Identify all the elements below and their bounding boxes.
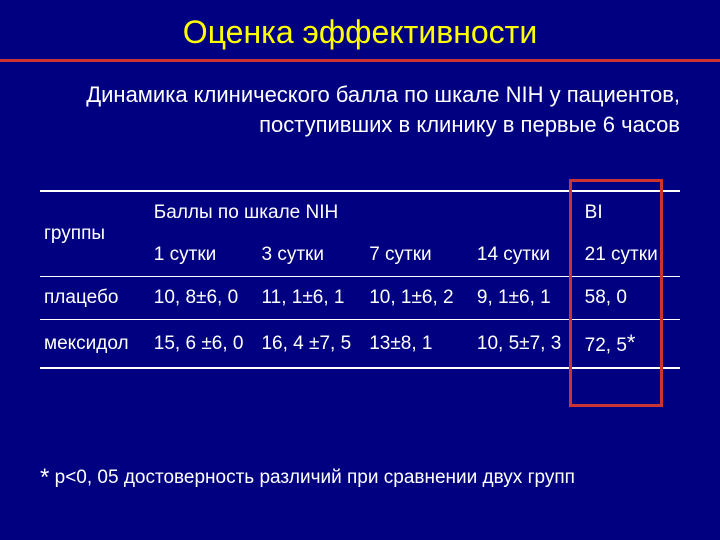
col-bi: BI [581, 191, 680, 234]
col-day7: 7 сутки [365, 234, 473, 277]
cell-bi: 58, 0 [581, 277, 680, 320]
cell-d1: 10, 8±6, 0 [150, 277, 258, 320]
cell-group: мексидол [40, 320, 150, 369]
slide-subtitle: Динамика клинического балла по шкале NIH… [0, 62, 720, 139]
slide-title: Оценка эффективности [0, 0, 720, 51]
cell-d2: 16, 4 ±7, 5 [257, 320, 365, 369]
footnote-asterisk: * [40, 464, 49, 491]
slide: Оценка эффективности Динамика клиническо… [0, 0, 720, 540]
col-groups: группы [40, 191, 150, 277]
cell-d2: 11, 1±6, 1 [257, 277, 365, 320]
col-day1: 1 сутки [150, 234, 258, 277]
col-day21: 21 сутки [581, 234, 680, 277]
col-day3: 3 сутки [257, 234, 365, 277]
asterisk-icon: * [627, 330, 636, 355]
cell-d3: 13±8, 1 [365, 320, 473, 369]
col-day14: 14 сутки [473, 234, 581, 277]
cell-d1: 15, 6 ±6, 0 [150, 320, 258, 369]
row-placebo: плацебо 10, 8±6, 0 11, 1±6, 1 10, 1±6, 2… [40, 277, 680, 320]
cell-bi: 72, 5* [581, 320, 680, 369]
data-table-wrap: группы Баллы по шкале NIH BI 1 сутки 3 с… [40, 190, 680, 369]
header-row-1: группы Баллы по шкале NIH BI [40, 191, 680, 234]
data-table: группы Баллы по шкале NIH BI 1 сутки 3 с… [40, 190, 680, 369]
footnote: * p<0, 05 достоверность различий при сра… [40, 464, 575, 492]
col-nih-span: Баллы по шкале NIH [150, 191, 581, 234]
row-mexidol: мексидол 15, 6 ±6, 0 16, 4 ±7, 5 13±8, 1… [40, 320, 680, 369]
cell-d4: 9, 1±6, 1 [473, 277, 581, 320]
cell-d4: 10, 5±7, 3 [473, 320, 581, 369]
footnote-text: p<0, 05 достоверность различий при сравн… [49, 467, 575, 488]
cell-d3: 10, 1±6, 2 [365, 277, 473, 320]
cell-bi-value: 72, 5 [585, 335, 627, 356]
cell-group: плацебо [40, 277, 150, 320]
